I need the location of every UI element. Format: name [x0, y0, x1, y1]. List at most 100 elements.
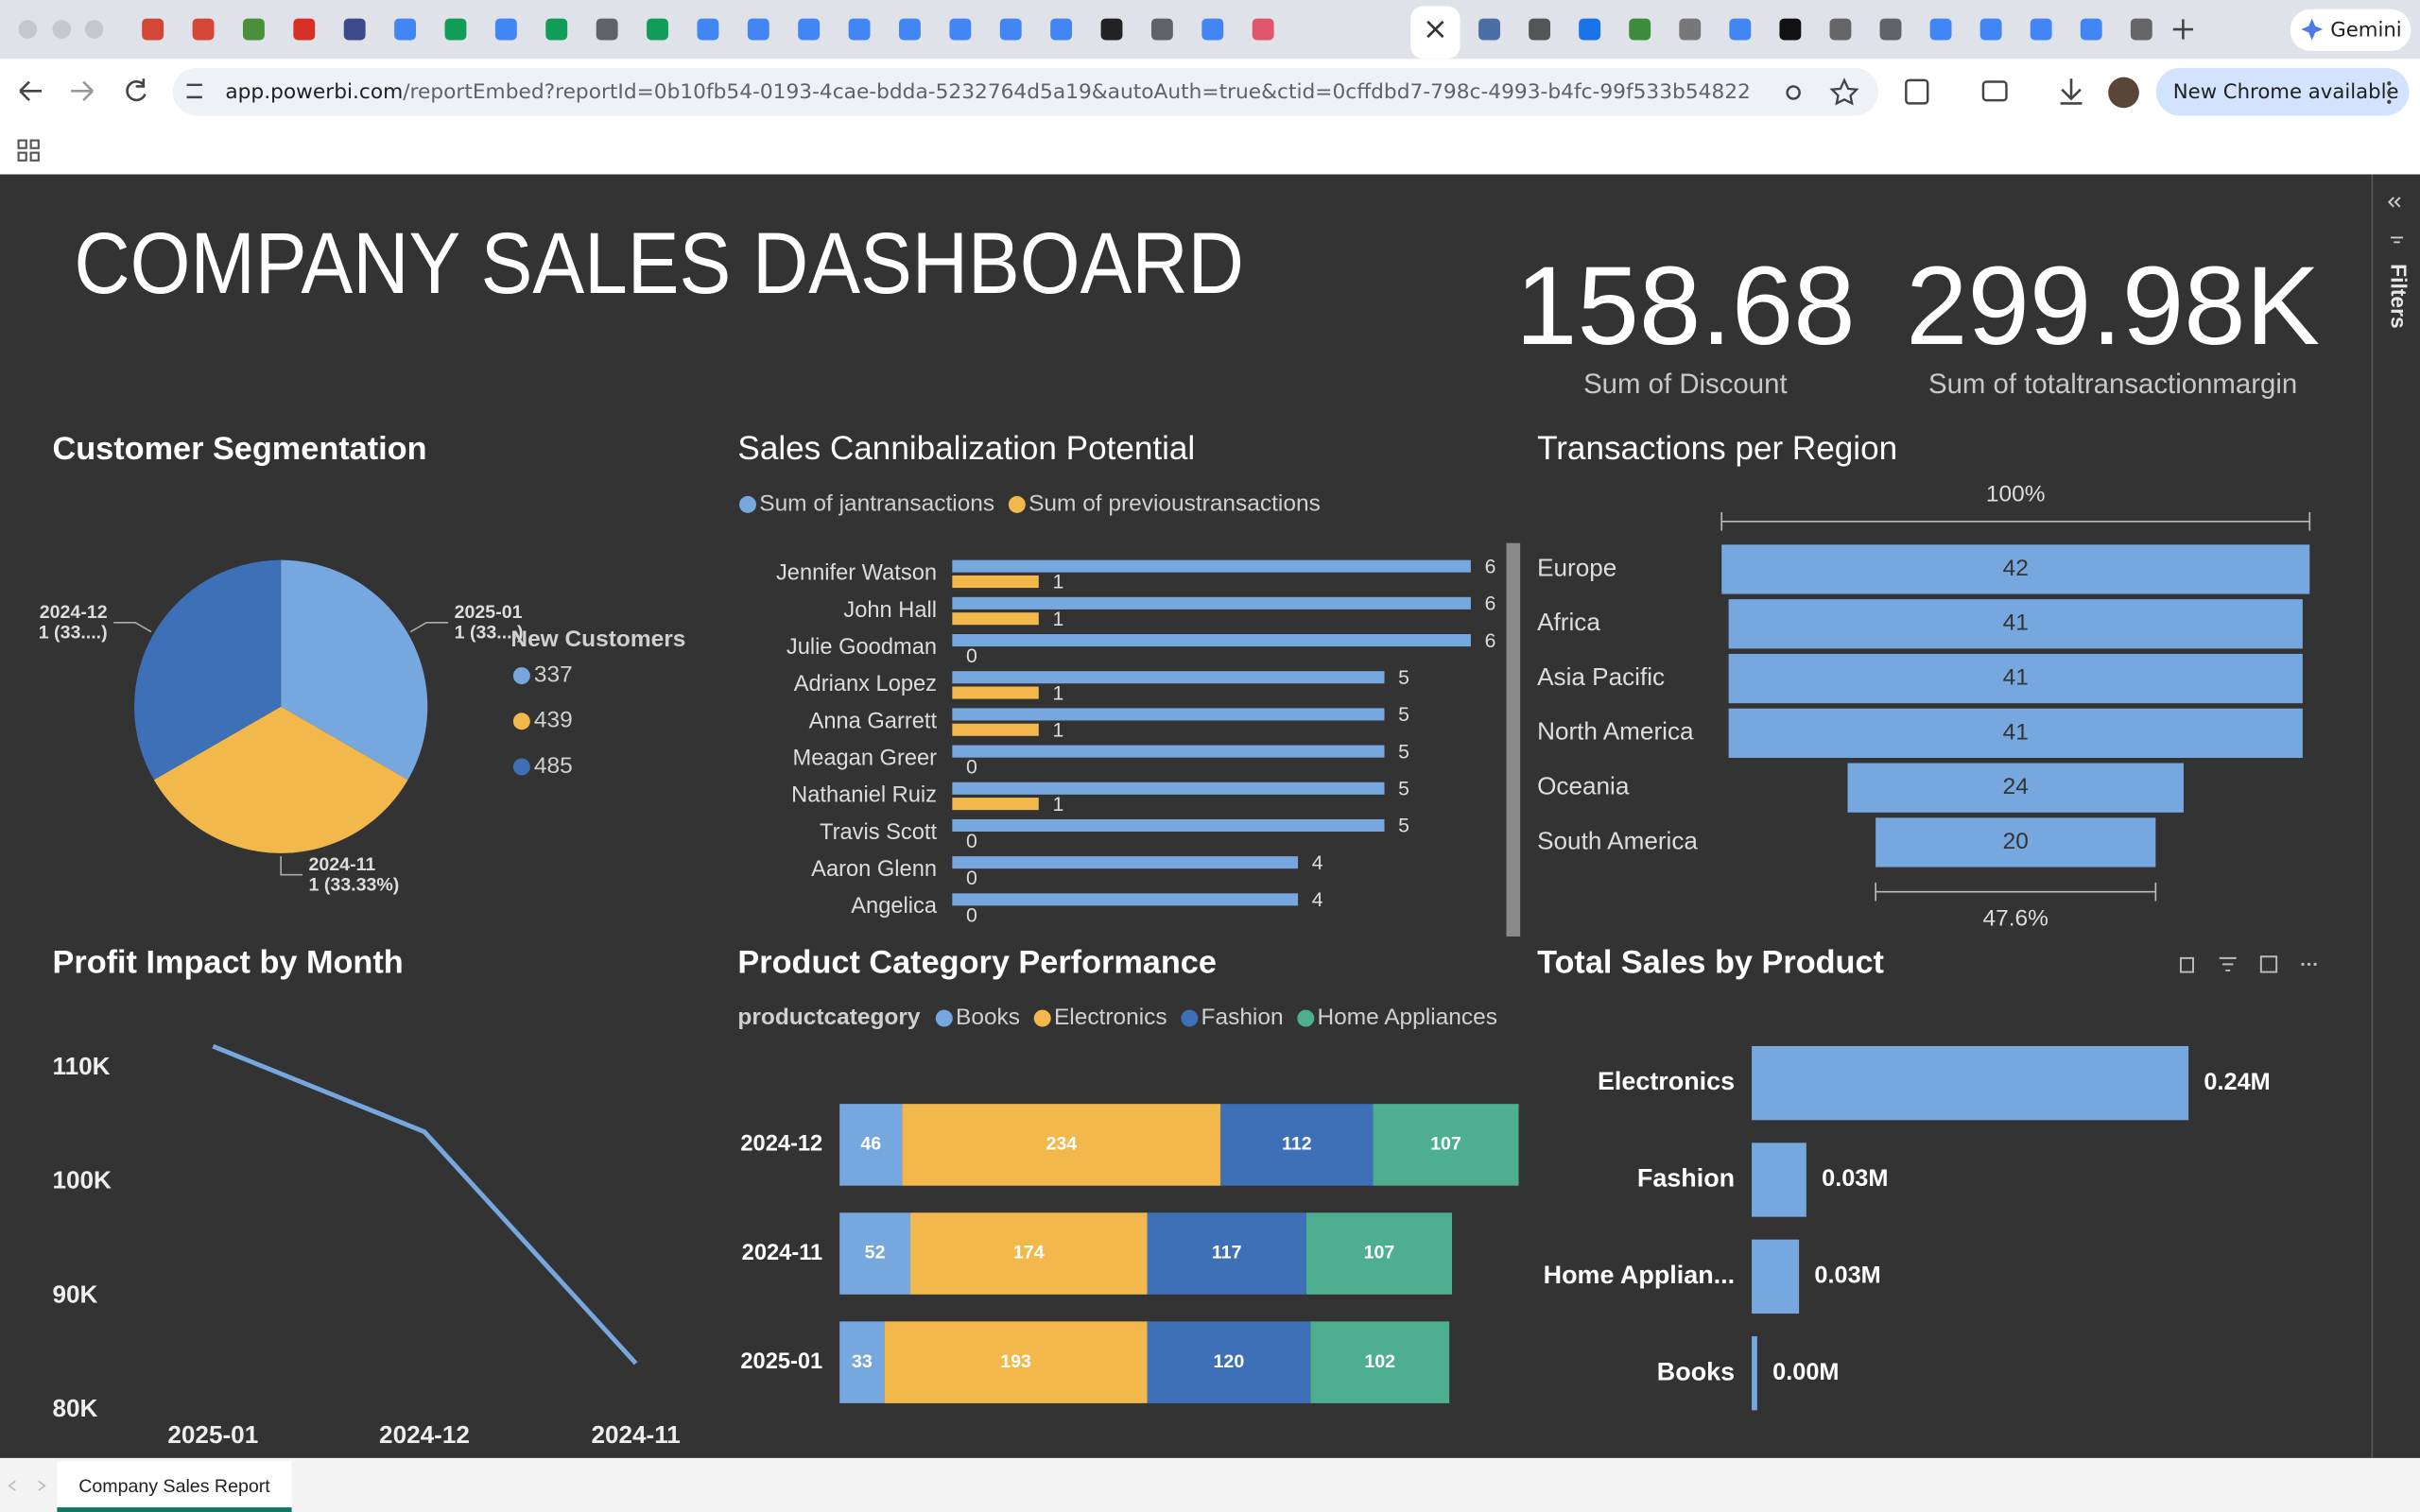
scrollbar[interactable] — [1506, 542, 1521, 937]
tab-favicon[interactable] — [697, 18, 719, 41]
tab-favicon[interactable] — [1529, 18, 1550, 41]
data-label: 0 — [966, 868, 977, 889]
tab-favicon[interactable] — [444, 18, 467, 41]
pie-slice — [134, 559, 282, 781]
chart-title: Customer Segmentation — [53, 431, 427, 467]
tab-favicon[interactable] — [1100, 18, 1123, 41]
update-label: New Chrome available — [2173, 80, 2399, 104]
tab-favicon[interactable] — [1929, 18, 1952, 41]
data-label: 112 — [1282, 1134, 1312, 1155]
tab-favicon[interactable] — [798, 18, 821, 41]
page-tab[interactable] — [57, 1461, 292, 1512]
page-nav[interactable] — [8, 1480, 46, 1491]
tab-favicon[interactable] — [848, 18, 871, 41]
reload-button[interactable] — [126, 78, 147, 102]
tab-favicon[interactable] — [293, 18, 316, 41]
category-label: Nathaniel Ruiz — [791, 783, 937, 808]
filter-visual-icon[interactable] — [2219, 956, 2237, 971]
tab-favicon[interactable] — [1478, 18, 1500, 41]
gemini-button[interactable] — [2290, 9, 2411, 51]
tab-favicon[interactable] — [596, 18, 618, 41]
tab-favicon[interactable] — [999, 18, 1022, 41]
data-label: 174 — [1013, 1243, 1045, 1263]
tab-favicon[interactable] — [394, 18, 416, 41]
tab-favicon[interactable] — [1829, 18, 1852, 41]
bar-segment — [884, 1321, 1148, 1403]
bar — [952, 782, 1385, 795]
data-label: 5 — [1398, 816, 1409, 837]
window-minimize[interactable] — [52, 20, 72, 39]
apps-icon[interactable] — [17, 139, 40, 162]
category-label: Travis Scott — [820, 820, 937, 845]
address-bar[interactable] — [172, 67, 1878, 116]
category-label: Angelica — [851, 894, 938, 919]
media-icon[interactable] — [1981, 80, 2008, 102]
bar-segment — [1310, 1321, 1450, 1403]
forward-button[interactable] — [71, 80, 94, 102]
new-tab[interactable] — [2172, 19, 2193, 40]
leader-line — [280, 856, 302, 876]
tab-favicon[interactable] — [545, 18, 568, 41]
tab-favicon[interactable] — [949, 18, 972, 41]
tab-favicon[interactable] — [1150, 18, 1173, 41]
tab-favicon[interactable] — [1679, 18, 1702, 41]
profile-avatar[interactable] — [2108, 77, 2139, 109]
focus-icon[interactable] — [2259, 955, 2278, 973]
slice-category: 2024-12 — [40, 602, 108, 623]
tab-favicon[interactable] — [1879, 18, 1902, 41]
tab-favicon[interactable] — [1050, 18, 1073, 41]
legend-swatch — [935, 1009, 953, 1027]
tab-favicon[interactable] — [1201, 18, 1224, 41]
bar — [952, 818, 1385, 832]
bar — [952, 559, 1471, 573]
password-icon[interactable] — [1786, 85, 1801, 100]
tab-favicon[interactable] — [2130, 18, 2152, 41]
tab-favicon[interactable] — [343, 18, 366, 41]
tab-favicon[interactable] — [1729, 18, 1752, 41]
active-tab[interactable] — [1410, 6, 1461, 60]
legend-label: Fashion — [1201, 1005, 1284, 1030]
collapse-filters[interactable] — [2387, 197, 2401, 208]
category-label: 2024-11 — [742, 1241, 823, 1265]
extensions-icon[interactable] — [1905, 78, 1929, 105]
tab-favicon[interactable] — [1779, 18, 1802, 41]
bookmark-star[interactable] — [1829, 77, 1859, 106]
pie-slice — [153, 706, 408, 853]
copy-icon[interactable] — [2179, 956, 2194, 973]
back-button[interactable] — [19, 80, 43, 102]
tab-favicon[interactable] — [242, 18, 265, 41]
tab-favicon[interactable] — [2080, 18, 2102, 41]
pie-slice — [281, 559, 428, 781]
legend-label: 485 — [534, 753, 573, 779]
tab-favicon[interactable] — [1979, 18, 2002, 41]
conversion-bracket — [1875, 882, 2157, 902]
site-info[interactable] — [186, 83, 202, 99]
conversion-label: 100% — [1986, 482, 2046, 507]
tab-favicon[interactable] — [494, 18, 517, 41]
tab-favicon[interactable] — [647, 18, 668, 41]
tab-favicon[interactable] — [142, 18, 164, 41]
downloads-icon[interactable] — [2060, 78, 2083, 105]
data-label: 1 — [1052, 794, 1063, 816]
tab-favicon[interactable] — [192, 18, 215, 41]
tab-favicon[interactable] — [1252, 18, 1274, 41]
filters-label[interactable]: Filters — [2386, 264, 2411, 329]
legend-label: Electronics — [1054, 1005, 1167, 1030]
tab-favicon[interactable] — [899, 18, 921, 41]
update-button[interactable] — [2155, 67, 2410, 116]
window-close[interactable] — [18, 20, 38, 39]
category-label: Asia Pacific — [1537, 662, 1665, 691]
tab-favicon[interactable] — [1579, 18, 1601, 41]
tab-favicon[interactable] — [2030, 18, 2052, 41]
data-label: 33 — [852, 1351, 873, 1372]
bar-segment — [902, 1104, 1221, 1186]
bar — [952, 723, 1039, 736]
data-label: 6 — [1485, 556, 1496, 577]
window-maximize[interactable] — [84, 20, 104, 39]
tab-close[interactable] — [1426, 20, 1444, 39]
tab-favicon[interactable] — [1629, 18, 1651, 41]
funnel-bar — [1728, 599, 2303, 649]
category-label: Adrianx Lopez — [794, 672, 937, 696]
tab-favicon[interactable] — [747, 18, 769, 41]
